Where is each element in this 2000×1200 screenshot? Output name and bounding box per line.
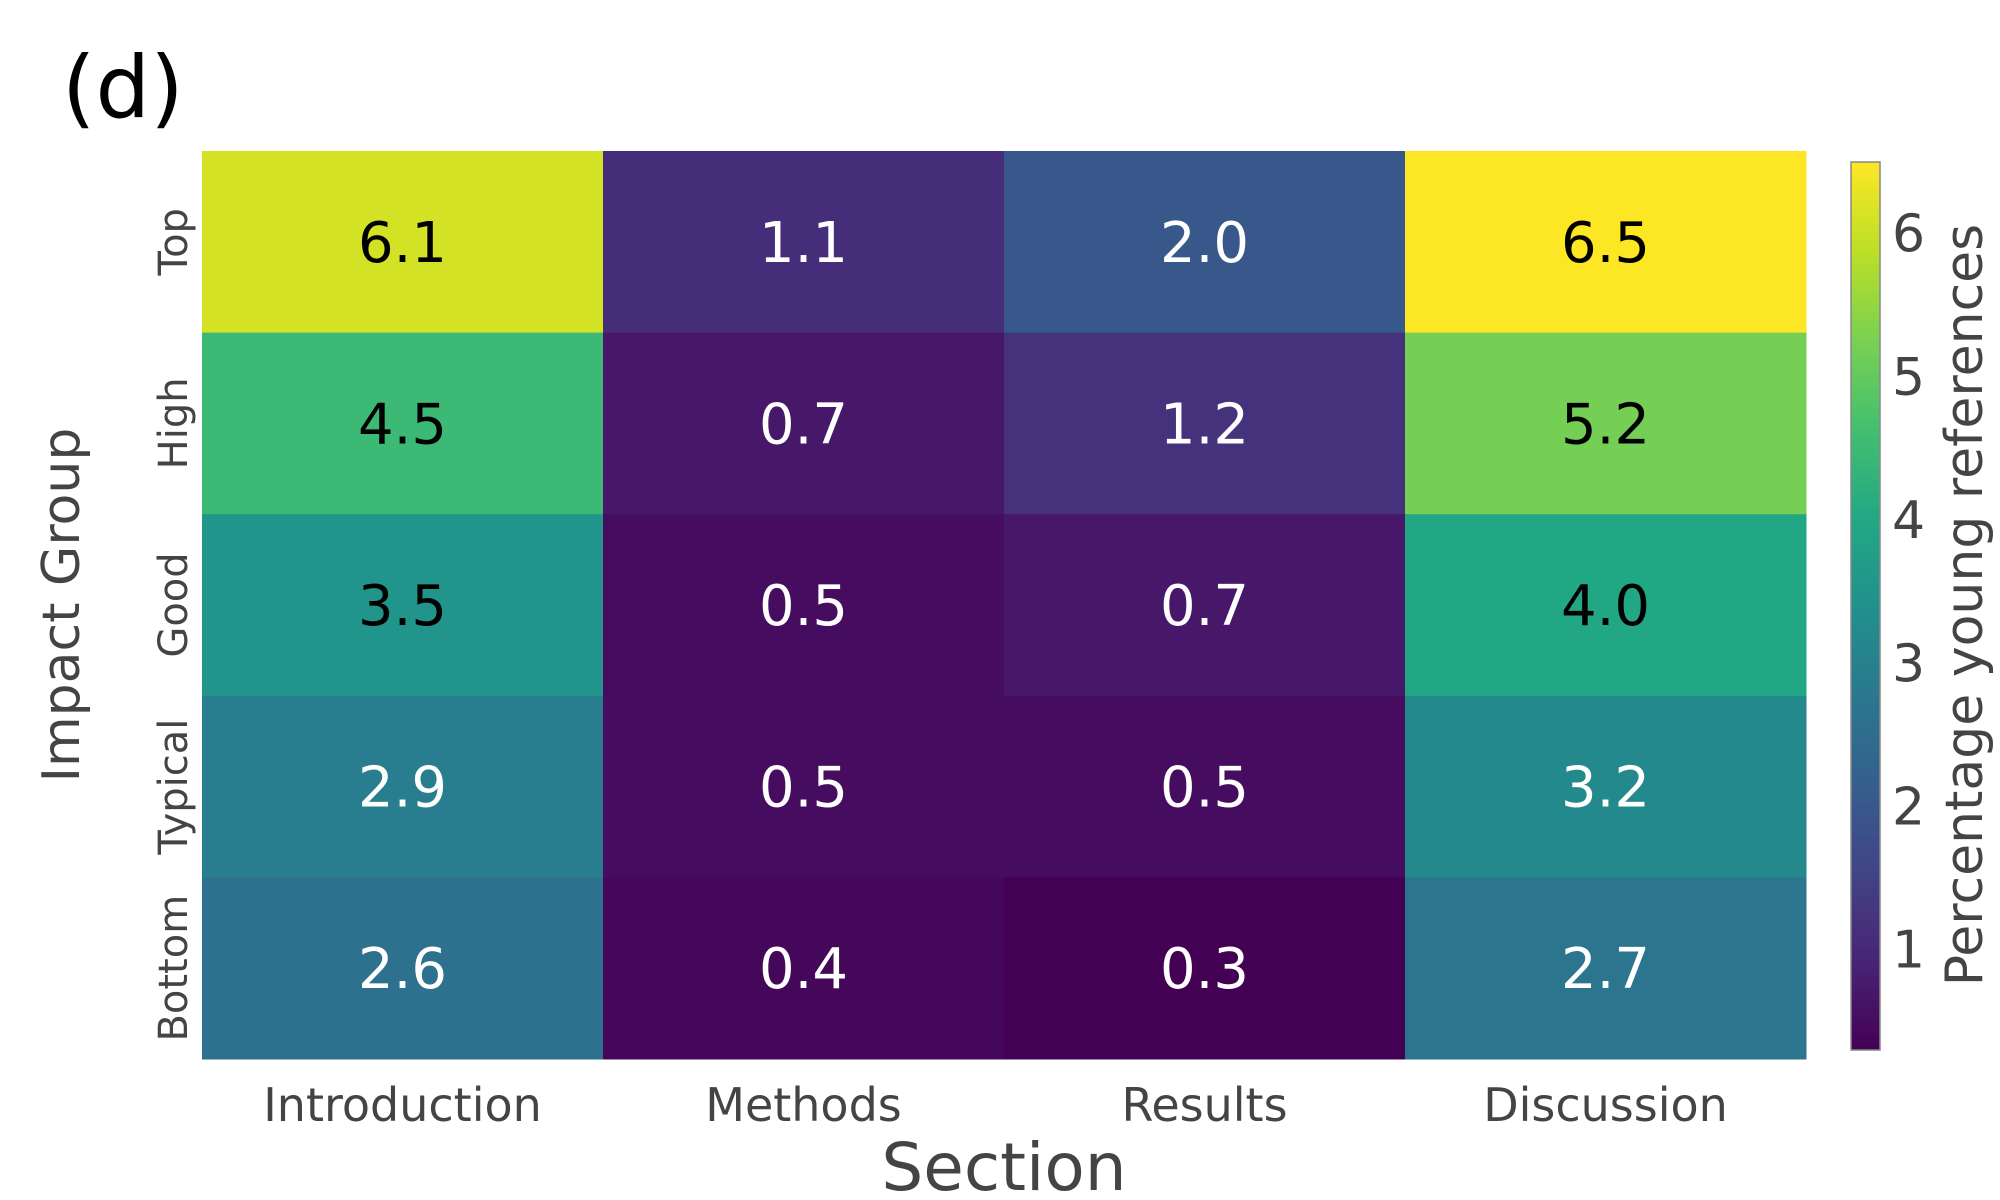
- colorbar-tick-label: 5: [1892, 348, 1925, 408]
- heatmap-cell: [202, 514, 604, 697]
- y-tick-label: High: [151, 377, 197, 469]
- heatmap-cell: [1405, 332, 1807, 515]
- cell-value-label: 1.2: [1160, 392, 1249, 457]
- x-tick-label: Introduction: [263, 1078, 542, 1132]
- panel-label: (d): [62, 38, 184, 138]
- cell-value-label: 5.2: [1561, 392, 1650, 457]
- heatmap-cell: [603, 877, 1005, 1060]
- heatmap-cell: [202, 332, 604, 515]
- y-tick-label: Bottom: [151, 895, 197, 1042]
- heatmap-cell: [1004, 514, 1406, 697]
- cell-value-label: 0.3: [1160, 937, 1249, 1002]
- y-tick-label: Typical: [151, 719, 197, 856]
- heatmap-cell: [202, 695, 604, 878]
- cell-value-label: 2.0: [1160, 211, 1249, 276]
- heatmap-cell: [1004, 877, 1406, 1060]
- cell-value-label: 0.5: [759, 756, 848, 821]
- cell-value-label: 2.9: [358, 756, 447, 821]
- heatmap-cell: [1405, 695, 1807, 878]
- x-axis-ticks: Introduction Methods Results Discussion: [263, 1078, 1728, 1132]
- y-tick-label: Good: [151, 552, 197, 657]
- cell-value-label: 6.5: [1561, 211, 1650, 276]
- heatmap-cell: [603, 332, 1005, 515]
- heatmap-cells: [202, 151, 1807, 1060]
- x-axis-title: Section: [881, 1129, 1126, 1200]
- cell-value-label: 4.5: [358, 392, 447, 457]
- cell-value-label: 2.7: [1561, 937, 1650, 1002]
- cell-value-label: 0.7: [759, 392, 848, 457]
- cell-value-label: 6.1: [358, 211, 447, 276]
- colorbar-tick-label: 2: [1892, 778, 1925, 838]
- heatmap-cell: [1004, 151, 1406, 334]
- y-axis-ticks: Top High Good Typical Bottom: [151, 208, 197, 1042]
- colorbar-rect: [1850, 161, 1881, 1051]
- colorbar-tick-label: 6: [1892, 205, 1925, 265]
- colorbar-ticks: 1 2 3 4 5 6: [1892, 205, 1925, 981]
- heatmap-cell: [603, 514, 1005, 697]
- colorbar-tick-label: 1: [1892, 921, 1925, 981]
- x-tick-label: Methods: [705, 1078, 902, 1132]
- heatmap-cell: [603, 695, 1005, 878]
- heatmap-cell: [1405, 877, 1807, 1060]
- cell-value-label: 2.6: [358, 937, 447, 1002]
- colorbar-tick-label: 4: [1892, 491, 1925, 551]
- cell-value-label: 0.7: [1160, 574, 1249, 639]
- cell-value-label: 0.5: [1160, 756, 1249, 821]
- heatmap-cell: [1405, 151, 1807, 334]
- cell-value-label: 0.5: [759, 574, 848, 639]
- y-axis-title: Impact Group: [32, 428, 92, 783]
- colorbar-tick-label: 3: [1892, 634, 1925, 694]
- heatmap-cell: [1405, 514, 1807, 697]
- x-tick-label: Discussion: [1483, 1078, 1728, 1132]
- x-tick-label: Results: [1121, 1078, 1287, 1132]
- cell-value-label: 1.1: [759, 211, 848, 276]
- heatmap-cell: [1004, 332, 1406, 515]
- colorbar-title: Percentage young references: [1935, 224, 1995, 986]
- heatmap-cell: [202, 877, 604, 1060]
- cell-value-label: 3.2: [1561, 756, 1650, 821]
- heatmap-cell-labels: 6.1 1.1 2.0 6.5 4.5 0.7 1.2 5.2 3.5 0.5 0.7 4.0 2.9 0…: [358, 211, 1650, 1002]
- cell-value-label: 4.0: [1561, 574, 1650, 639]
- colorbar: [1850, 161, 1881, 1051]
- cell-value-label: 0.4: [759, 937, 848, 1002]
- cell-value-label: 3.5: [358, 574, 447, 639]
- y-tick-label: Top: [151, 208, 197, 276]
- heatmap-cell: [1004, 695, 1406, 878]
- heatmap-cell: [603, 151, 1005, 334]
- heatmap-cell: [202, 151, 604, 334]
